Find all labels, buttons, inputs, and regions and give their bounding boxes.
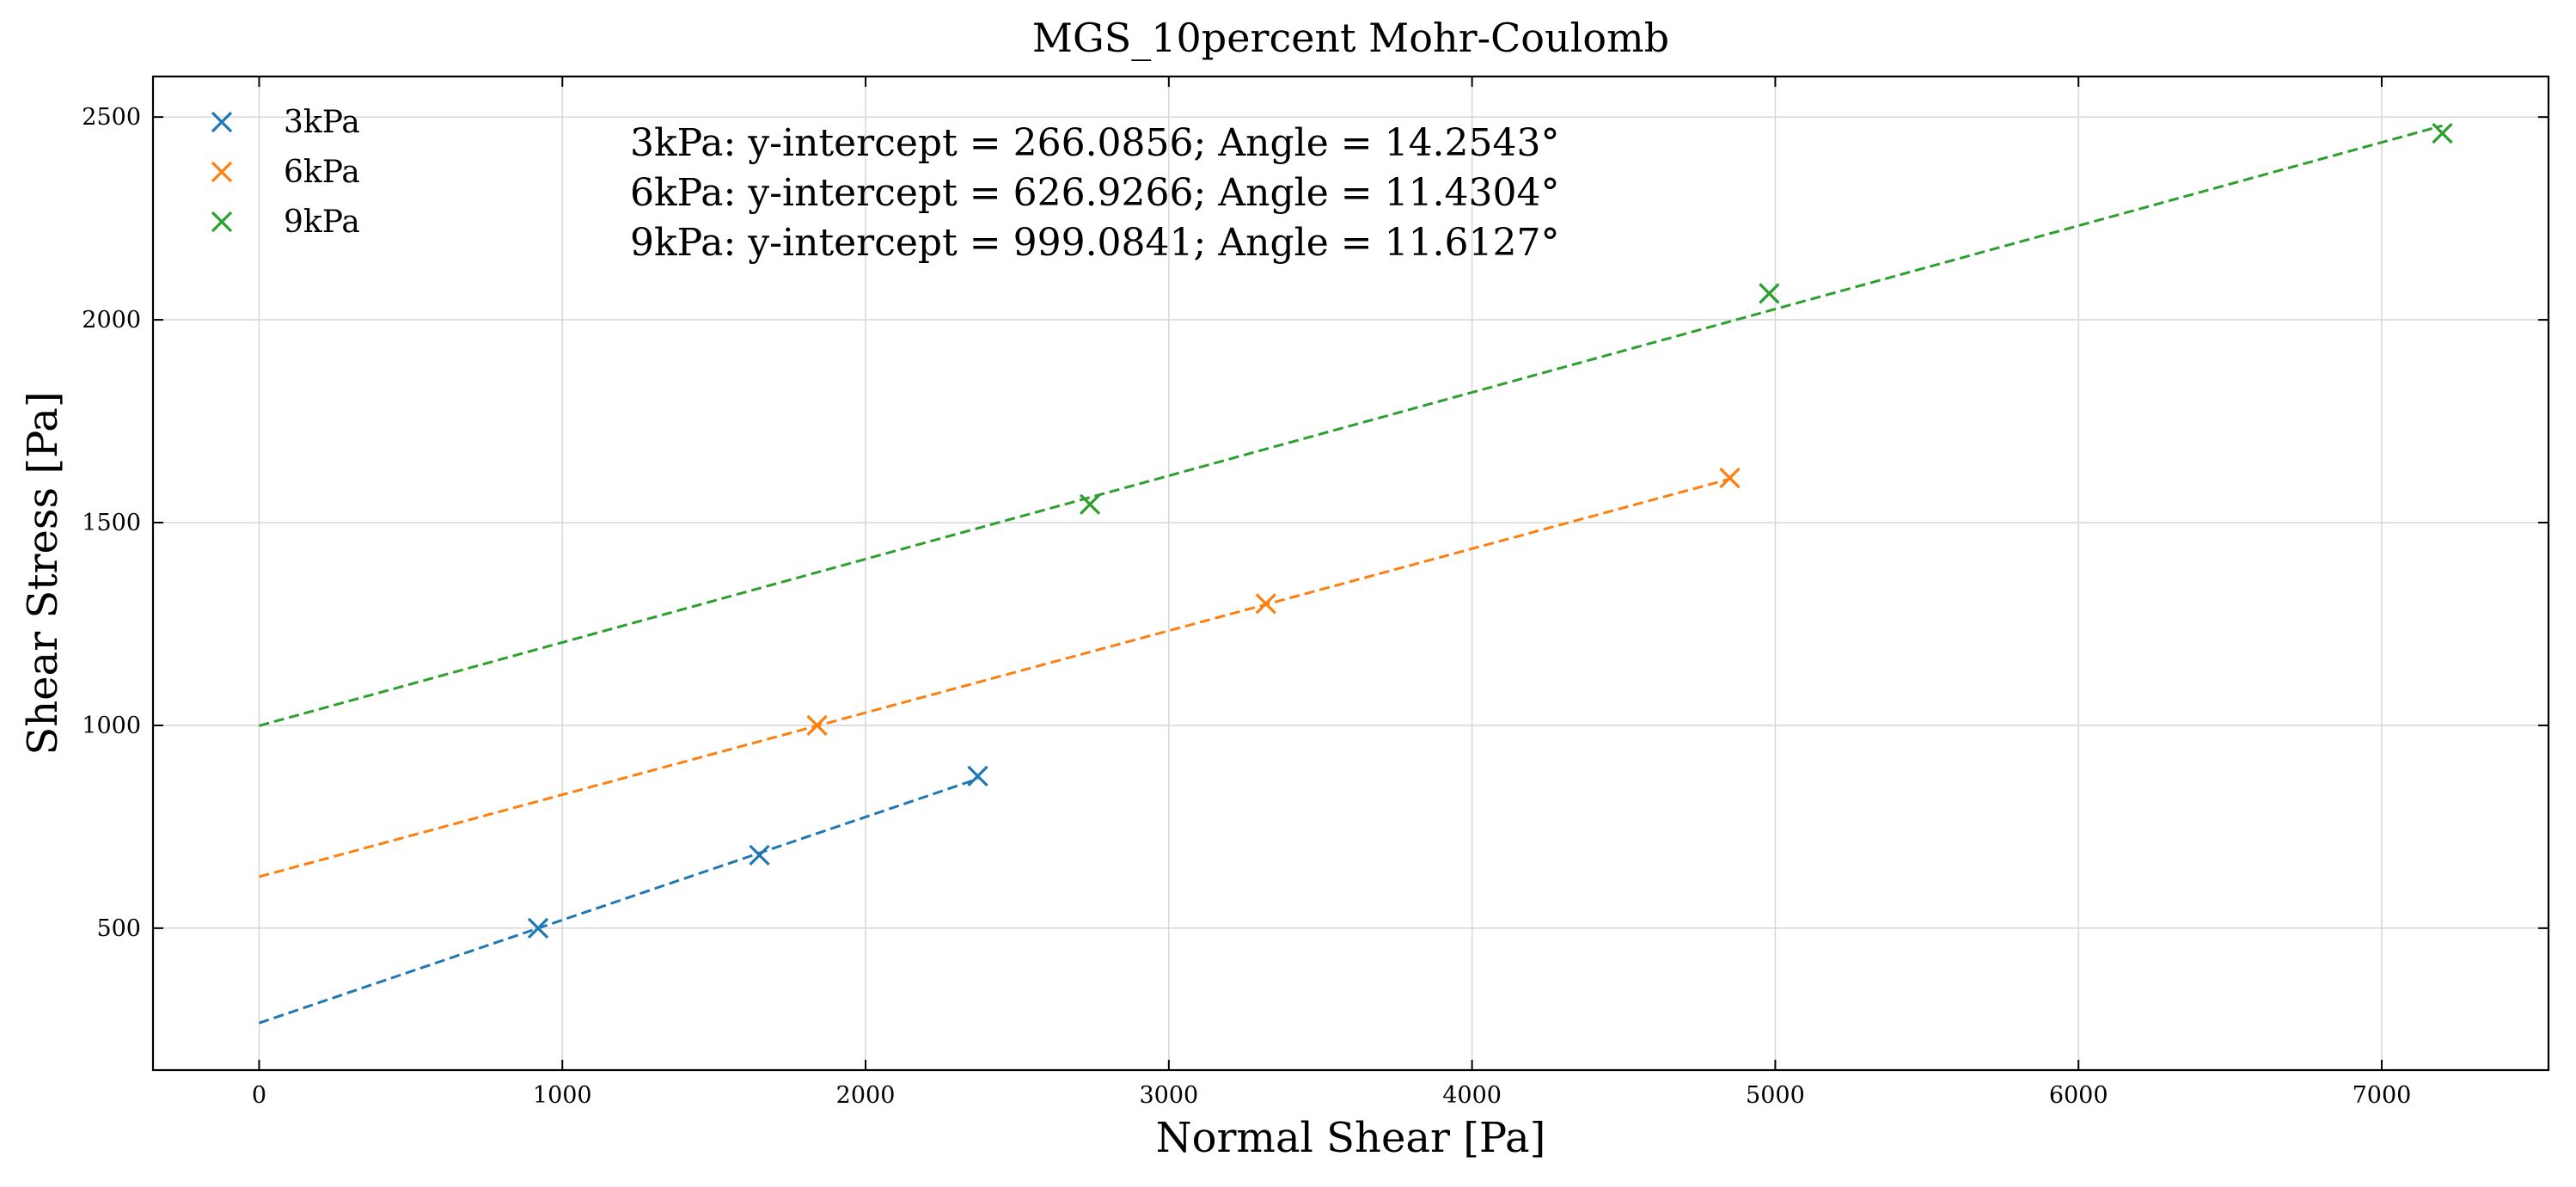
legend: 3kPa 6kPa 9kPa [211, 105, 360, 240]
legend-label-3kpa: 3kPa [284, 105, 360, 140]
data-point-3kpa [527, 917, 549, 939]
y-tick-label: 1500 [82, 510, 141, 536]
x-tick-label: 3000 [1139, 1082, 1198, 1109]
fit-line-6kpa [259, 477, 1730, 878]
data-point-9kpa [1079, 493, 1101, 515]
annotation-9kpa: 9kPa: y-intercept = 999.0841; Angle = 11… [630, 221, 1560, 265]
x-tick-label: 2000 [836, 1082, 896, 1109]
fit-lines-layer [258, 124, 2443, 1025]
annotation-6kpa: 6kPa: y-intercept = 626.9266; Angle = 11… [630, 171, 1560, 215]
ticks-layer: 0 1000 2000 3000 4000 5000 6000 7000 500 1000 1500… [82, 76, 2548, 1109]
y-tick-label: 1000 [82, 713, 141, 739]
fit-line-3kpa [258, 777, 979, 1025]
y-tick-label: 2000 [82, 307, 141, 333]
y-tick-label: 2500 [82, 104, 141, 131]
x-tick-label: 6000 [2049, 1082, 2108, 1109]
y-tick-label: 500 [96, 915, 141, 942]
fit-annotations: 3kPa: y-intercept = 266.0856; Angle = 14… [630, 121, 1560, 265]
data-point-6kpa [806, 714, 828, 737]
legend-marker-9kpa [211, 211, 233, 233]
grid-layer [153, 76, 2548, 1070]
chart-title: MGS_10percent Mohr-Coulomb [1032, 15, 1669, 61]
fit-line-9kpa [259, 124, 2443, 727]
legend-marker-3kpa [211, 111, 233, 133]
markers-layer [527, 122, 2453, 939]
data-point-9kpa [2432, 122, 2453, 144]
data-point-6kpa [1255, 593, 1276, 615]
legend-label-6kpa: 6kPa [284, 155, 360, 190]
data-point-6kpa [1719, 467, 1741, 489]
y-axis-label: Shear Stress [Pa] [19, 391, 67, 755]
legend-label-9kpa: 9kPa [284, 205, 360, 240]
plot-frame [151, 75, 2550, 1072]
x-axis-label: Normal Shear [Pa] [1156, 1114, 1546, 1162]
x-tick-label: 0 [252, 1082, 266, 1109]
data-point-9kpa [1759, 283, 1780, 304]
x-tick-label: 4000 [1442, 1082, 1502, 1109]
data-point-3kpa [967, 765, 988, 787]
annotation-3kpa: 3kPa: y-intercept = 266.0856; Angle = 14… [630, 121, 1560, 165]
x-tick-label: 7000 [2353, 1082, 2412, 1109]
data-point-3kpa [749, 844, 770, 866]
x-tick-label: 1000 [533, 1082, 592, 1109]
x-tick-label: 5000 [1746, 1082, 1805, 1109]
legend-marker-6kpa [211, 161, 233, 183]
